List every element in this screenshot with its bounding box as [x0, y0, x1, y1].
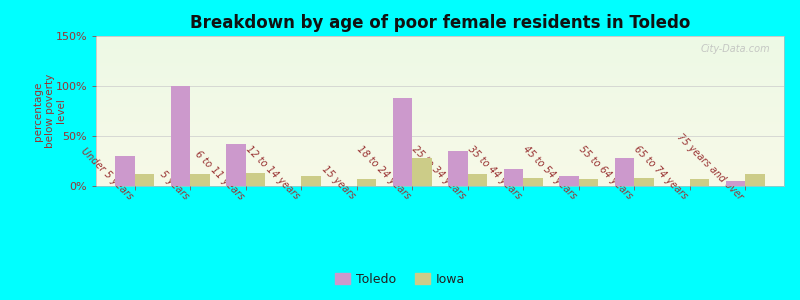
Bar — [171, 86, 190, 186]
Bar — [412, 158, 432, 186]
Bar — [578, 179, 598, 186]
Bar — [302, 176, 321, 186]
Bar — [357, 179, 376, 186]
Bar — [690, 179, 709, 186]
Bar — [504, 169, 523, 186]
Bar — [448, 151, 468, 186]
Bar — [468, 174, 487, 186]
Bar — [726, 181, 745, 186]
Bar — [614, 158, 634, 186]
Bar — [115, 156, 135, 186]
Bar — [246, 173, 266, 186]
Bar — [745, 174, 765, 186]
Bar — [393, 98, 412, 186]
Legend: Toledo, Iowa: Toledo, Iowa — [330, 268, 470, 291]
Bar — [559, 176, 578, 186]
Y-axis label: percentage
below poverty
level: percentage below poverty level — [33, 74, 66, 148]
Title: Breakdown by age of poor female residents in Toledo: Breakdown by age of poor female resident… — [190, 14, 690, 32]
Bar — [634, 178, 654, 186]
Bar — [523, 178, 542, 186]
Bar — [135, 174, 154, 186]
Bar — [190, 174, 210, 186]
Bar — [226, 144, 246, 186]
Text: City-Data.com: City-Data.com — [701, 44, 770, 53]
